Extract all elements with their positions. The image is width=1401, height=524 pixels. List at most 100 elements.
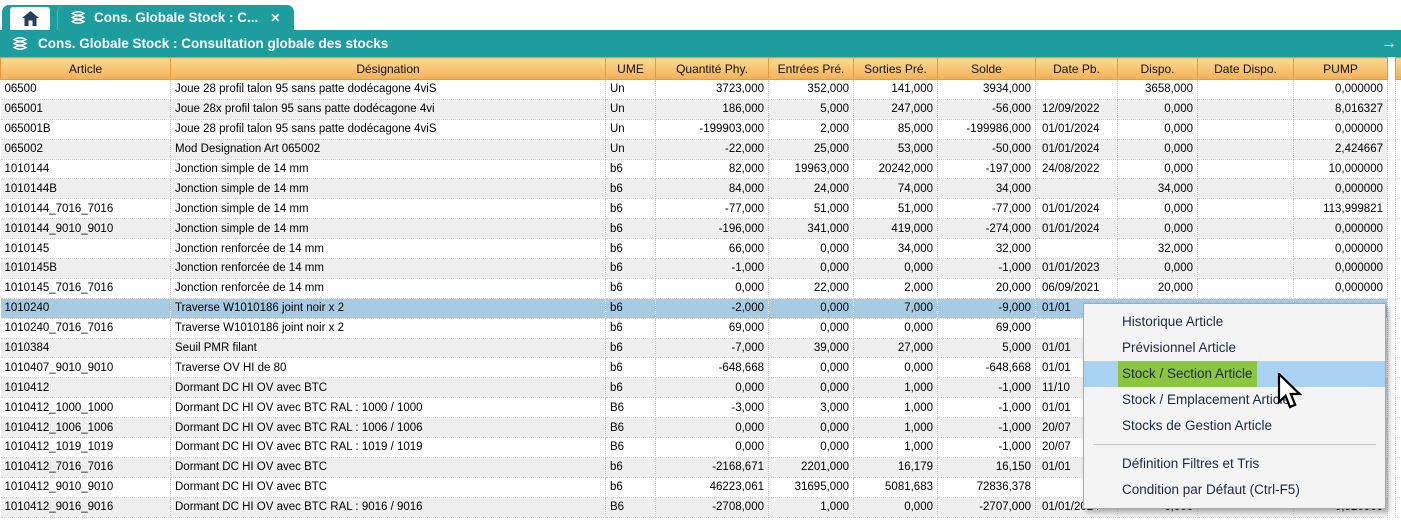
cell-ume: B6 bbox=[605, 417, 656, 439]
cell-filler bbox=[1395, 457, 1401, 478]
table-row[interactable]: 065001B Joue 28 profil talon 95 sans pat… bbox=[0, 119, 1401, 140]
cell-dispo: 0,000 bbox=[1117, 198, 1198, 220]
cell-gap bbox=[1387, 159, 1396, 179]
cell-sorties-pre: 0,000 bbox=[853, 497, 938, 518]
cell-sorties-pre: 247,000 bbox=[853, 99, 938, 120]
cell-entrees-pre: 3,000 bbox=[768, 397, 854, 419]
cell-article: 06500 bbox=[0, 79, 171, 100]
cell-quantite-phy: -2168,671 bbox=[655, 457, 769, 478]
header-quantite-phy[interactable]: Quantité Phy. bbox=[655, 57, 769, 80]
stock-table: Article Désignation UME Quantité Phy. En… bbox=[0, 57, 1401, 518]
table-row[interactable]: 1010145B Jonction renforcée de 14 mm b6 … bbox=[0, 258, 1401, 279]
cell-pump: 113,999821 bbox=[1293, 198, 1388, 220]
cell-entrees-pre: 0,000 bbox=[768, 298, 854, 319]
cell-sorties-pre: 7,000 bbox=[853, 298, 938, 319]
context-menu-items: Historique Article Prévisionnel Article St… bbox=[1084, 309, 1385, 503]
cell-solde: 72836,378 bbox=[937, 477, 1036, 498]
cell-gap bbox=[1387, 99, 1396, 120]
cell-gap bbox=[1387, 238, 1396, 259]
cell-article: 1010412_9010_9010 bbox=[0, 477, 171, 498]
cell-ume: b6 bbox=[605, 198, 656, 220]
overflow-arrow-icon[interactable]: → bbox=[1381, 34, 1397, 52]
table-row[interactable]: 1010145_7016_7016 Jonction renforcée de … bbox=[0, 278, 1401, 299]
cell-solde: -1,000 bbox=[937, 417, 1036, 439]
context-menu-item[interactable]: Stock / Emplacement Article bbox=[1084, 387, 1385, 413]
cell-date-pb: 01/01/2023 bbox=[1035, 258, 1118, 279]
cell-solde: -56,000 bbox=[937, 99, 1036, 120]
cell-designation: Dormant DC HI OV avec BTC RAL : 1006 / 1… bbox=[170, 417, 606, 439]
cell-ume: b6 bbox=[605, 357, 656, 379]
cell-solde: -9,000 bbox=[937, 298, 1036, 319]
header-pump[interactable]: PUMP bbox=[1293, 57, 1388, 80]
header-sorties-pre[interactable]: Sorties Pré. bbox=[853, 57, 938, 80]
header-entrees-pre[interactable]: Entrées Pré. bbox=[768, 57, 854, 80]
cell-gap bbox=[1387, 377, 1396, 398]
table-row[interactable]: 1010144 Jonction simple de 14 mm b6 82,0… bbox=[0, 159, 1401, 180]
header-solde[interactable]: Solde bbox=[937, 57, 1036, 80]
cell-pump: 10,000000 bbox=[1293, 159, 1388, 180]
table-row[interactable]: 065001 Joue 28x profil talon 95 sans pat… bbox=[0, 99, 1401, 120]
tab-cons-globale-stock[interactable]: Cons. Globale Stock : C... ✕ bbox=[57, 5, 294, 30]
cell-sorties-pre: 1,000 bbox=[853, 377, 938, 399]
header-date-dispo[interactable]: Date Dispo. bbox=[1197, 57, 1294, 80]
cell-quantite-phy: -3,000 bbox=[655, 397, 769, 419]
cell-gap bbox=[1387, 218, 1396, 239]
cell-date-pb bbox=[1035, 178, 1118, 200]
context-menu-item[interactable]: Condition par Défaut (Ctrl-F5) bbox=[1084, 477, 1385, 503]
cell-solde: 20,000 bbox=[937, 278, 1036, 299]
context-menu-item[interactable]: Définition Filtres et Tris bbox=[1084, 451, 1385, 477]
cell-date-dispo bbox=[1197, 198, 1294, 220]
cell-article: 1010412_1000_1000 bbox=[0, 397, 171, 419]
cell-filler bbox=[1395, 218, 1401, 240]
cell-entrees-pre: 0,000 bbox=[768, 437, 854, 458]
cell-sorties-pre: 34,000 bbox=[853, 238, 938, 260]
cell-sorties-pre: 74,000 bbox=[853, 178, 938, 200]
cell-quantite-phy: 0,000 bbox=[655, 278, 769, 299]
tab-close-icon[interactable]: ✕ bbox=[270, 10, 281, 25]
cell-designation: Joue 28x profil talon 95 sans patte dodé… bbox=[170, 99, 606, 120]
context-menu-item[interactable]: Historique Article bbox=[1084, 309, 1385, 335]
cell-gap bbox=[1387, 278, 1396, 299]
table-row[interactable]: 1010145 Jonction renforcée de 14 mm b6 6… bbox=[0, 238, 1401, 260]
cell-designation: Jonction simple de 14 mm bbox=[170, 178, 606, 200]
cell-date-dispo bbox=[1197, 258, 1294, 279]
context-menu-item[interactable]: Stock / Section Article bbox=[1084, 361, 1385, 387]
cell-quantite-phy: 3723,000 bbox=[655, 79, 769, 100]
context-menu-item[interactable]: Stocks de Gestion Article bbox=[1084, 413, 1385, 439]
cell-designation: Dormant DC HI OV avec BTC bbox=[170, 477, 606, 498]
cell-sorties-pre: 53,000 bbox=[853, 139, 938, 160]
table-row[interactable]: 06500 Joue 28 profil talon 95 sans patte… bbox=[0, 79, 1401, 100]
header-article[interactable]: Article bbox=[0, 57, 171, 80]
context-menu-item[interactable]: Prévisionnel Article bbox=[1084, 335, 1385, 361]
table-row[interactable]: 1010144_9010_9010 Jonction simple de 14 … bbox=[0, 218, 1401, 240]
cell-designation: Seuil PMR filant bbox=[170, 338, 606, 359]
cell-solde: -1,000 bbox=[937, 397, 1036, 419]
table-row[interactable]: 1010144_7016_7016 Jonction simple de 14 … bbox=[0, 198, 1401, 220]
cell-filler bbox=[1395, 377, 1401, 399]
header-ume[interactable]: UME bbox=[605, 57, 656, 80]
table-row[interactable]: 065002 Mod Designation Art 065002 Un -22… bbox=[0, 139, 1401, 160]
cell-gap bbox=[1387, 258, 1396, 279]
cell-article: 1010144 bbox=[0, 159, 171, 180]
cell-solde: 5,000 bbox=[937, 338, 1036, 359]
cell-entrees-pre: 341,000 bbox=[768, 218, 854, 240]
cell-designation: Dormant DC HI OV avec BTC bbox=[170, 457, 606, 478]
tab-home[interactable] bbox=[10, 7, 50, 30]
cell-entrees-pre: 5,000 bbox=[768, 99, 854, 120]
cell-filler bbox=[1395, 159, 1401, 180]
cell-sorties-pre: 1,000 bbox=[853, 437, 938, 458]
cell-quantite-phy: -77,000 bbox=[655, 198, 769, 220]
cell-gap bbox=[1387, 198, 1396, 219]
cell-date-dispo bbox=[1197, 139, 1294, 160]
cell-designation: Jonction renforcée de 14 mm bbox=[170, 258, 606, 279]
cell-entrees-pre: 19963,000 bbox=[768, 159, 854, 180]
cell-dispo: 0,000 bbox=[1117, 258, 1198, 279]
cell-sorties-pre: 5081,683 bbox=[853, 477, 938, 498]
header-dispo[interactable]: Dispo. bbox=[1117, 57, 1198, 80]
table-row[interactable]: 1010144B Jonction simple de 14 mm b6 84,… bbox=[0, 178, 1401, 200]
header-designation[interactable]: Désignation bbox=[170, 57, 606, 80]
cell-quantite-phy: -648,668 bbox=[655, 357, 769, 379]
cell-date-pb: 01/01/2024 bbox=[1035, 139, 1118, 160]
header-date-pb[interactable]: Date Pb. bbox=[1035, 57, 1118, 80]
cell-solde: 69,000 bbox=[937, 318, 1036, 339]
